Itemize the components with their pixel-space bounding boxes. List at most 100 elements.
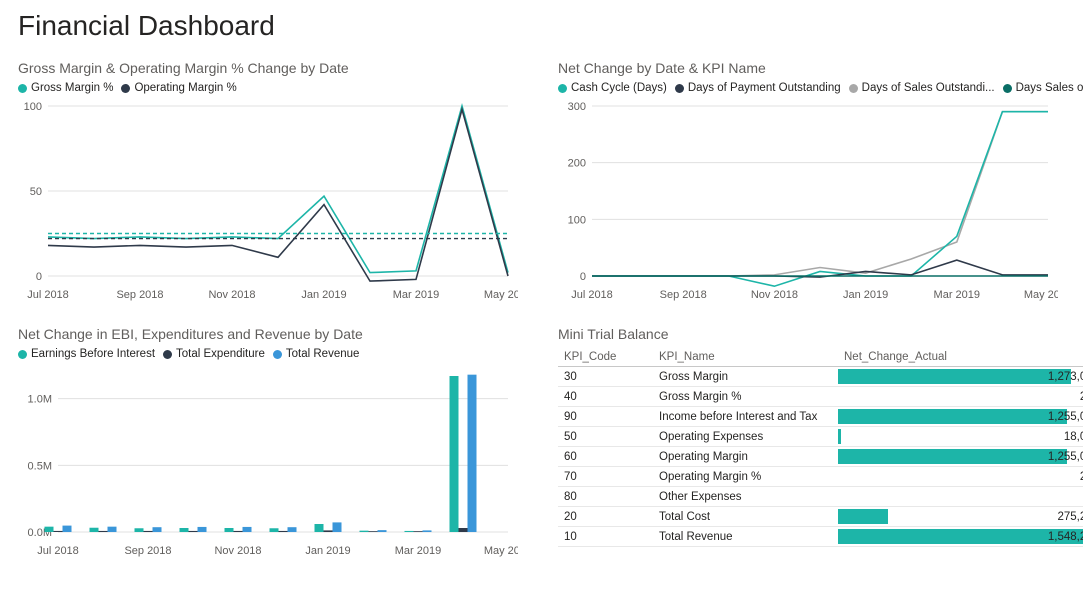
mtb-cell-code: 10 bbox=[558, 527, 653, 547]
table-row[interactable]: 20Total Cost275,258.80 bbox=[558, 507, 1083, 527]
chart1-legend: Gross Margin % Operating Margin % bbox=[18, 82, 518, 94]
mtb-table[interactable]: KPI_CodeKPI_NameNet_Change_Actual 30Gros… bbox=[558, 348, 1083, 547]
mtb-column-header[interactable]: KPI_Name bbox=[653, 348, 838, 367]
table-row[interactable]: 70Operating Margin %230.17 bbox=[558, 467, 1083, 487]
panel-net-change-kpi: Net Change by Date & KPI Name Cash Cycle… bbox=[558, 60, 1083, 306]
legend-swatch-icon bbox=[273, 350, 282, 359]
legend-swatch-icon bbox=[1003, 84, 1012, 93]
legend-item[interactable]: Total Revenue bbox=[273, 348, 360, 360]
mtb-column-header[interactable]: Net_Change_Actual bbox=[838, 348, 1083, 367]
svg-text:Sep 2018: Sep 2018 bbox=[660, 289, 707, 301]
mtb-bar-fill bbox=[838, 429, 841, 444]
legend-item[interactable]: Total Expenditure bbox=[163, 348, 265, 360]
panel-gross-margin: Gross Margin & Operating Margin % Change… bbox=[18, 60, 518, 306]
mtb-bar-label: 1,255,016.30 bbox=[1048, 411, 1083, 423]
legend-swatch-icon bbox=[558, 84, 567, 93]
mtb-cell-bar: 1,548,285.10 bbox=[838, 527, 1083, 547]
legend-swatch-icon bbox=[18, 350, 27, 359]
svg-text:Jul 2018: Jul 2018 bbox=[37, 545, 79, 557]
legend-swatch-icon bbox=[849, 84, 858, 93]
mtb-cell-code: 30 bbox=[558, 367, 653, 387]
mtb-cell-name: Total Cost bbox=[653, 507, 838, 527]
chart2-svg[interactable]: 0100200300Jul 2018Sep 2018Nov 2018Jan 20… bbox=[558, 96, 1058, 306]
mtb-cell-bar: 18,000.00 bbox=[838, 427, 1083, 447]
mtb-cell-name: Operating Expenses bbox=[653, 427, 838, 447]
svg-text:Jan 2019: Jan 2019 bbox=[843, 289, 888, 301]
mtb-cell-bar: 10.00 bbox=[838, 487, 1083, 507]
mtb-bar-fill bbox=[838, 529, 1083, 544]
mtb-column-header[interactable]: KPI_Code bbox=[558, 348, 653, 367]
mtb-cell-name: Total Revenue bbox=[653, 527, 838, 547]
table-row[interactable]: 10Total Revenue 1,548,285.10 bbox=[558, 527, 1083, 547]
chart2-title: Net Change by Date & KPI Name bbox=[558, 60, 1083, 76]
mtb-cell-name: Operating Margin % bbox=[653, 467, 838, 487]
svg-text:50: 50 bbox=[30, 186, 42, 198]
svg-text:Jan 2019: Jan 2019 bbox=[305, 545, 350, 557]
svg-text:Jan 2019: Jan 2019 bbox=[301, 289, 346, 301]
legend-label: Operating Margin % bbox=[134, 82, 236, 94]
svg-text:Mar 2019: Mar 2019 bbox=[934, 289, 980, 301]
table-row[interactable]: 40Gross Margin %280.71 bbox=[558, 387, 1083, 407]
mtb-cell-bar: 275,258.80 bbox=[838, 507, 1083, 527]
svg-text:Nov 2018: Nov 2018 bbox=[214, 545, 261, 557]
legend-swatch-icon bbox=[675, 84, 684, 93]
mtb-bar-fill bbox=[838, 509, 888, 524]
panel-ebi: Net Change in EBI, Expenditures and Reve… bbox=[18, 326, 518, 562]
mtb-bar-label: 1,548,285.10 bbox=[1048, 531, 1083, 543]
legend-label: Cash Cycle (Days) bbox=[571, 82, 667, 94]
mtb-cell-name: Other Expenses bbox=[653, 487, 838, 507]
svg-text:Nov 2018: Nov 2018 bbox=[208, 289, 255, 301]
svg-text:May 2019: May 2019 bbox=[1024, 289, 1058, 301]
table-row[interactable]: 90Income before Interest and Tax 1,255,01… bbox=[558, 407, 1083, 427]
legend-label: Days of Sales Outstandi... bbox=[862, 82, 995, 94]
legend-item[interactable]: Gross Margin % bbox=[18, 82, 113, 94]
legend-item[interactable]: Days of Sales Outstandi... bbox=[849, 82, 995, 94]
chart3-svg[interactable]: 0.0M0.5M1.0MJul 2018Sep 2018Nov 2018Jan … bbox=[18, 362, 518, 562]
legend-label: Earnings Before Interest bbox=[31, 348, 155, 360]
svg-text:Jul 2018: Jul 2018 bbox=[571, 289, 613, 301]
mtb-cell-bar: 1,255,016.30 bbox=[838, 407, 1083, 427]
legend-swatch-icon bbox=[163, 350, 172, 359]
table-row[interactable]: 50Operating Expenses18,000.00 bbox=[558, 427, 1083, 447]
legend-item[interactable]: Days Sales of Inve... bbox=[1003, 82, 1083, 94]
mtb-bar-label: 1,273,026.30 bbox=[1048, 371, 1083, 383]
mtb-cell-code: 50 bbox=[558, 427, 653, 447]
svg-text:300: 300 bbox=[568, 101, 586, 113]
mtb-cell-bar: 1,273,026.30 bbox=[838, 367, 1083, 387]
svg-text:100: 100 bbox=[24, 101, 42, 113]
mtb-cell-code: 40 bbox=[558, 387, 653, 407]
mtb-cell-name: Gross Margin % bbox=[653, 387, 838, 407]
table-row[interactable]: 60Operating Margin1,255,026.30 bbox=[558, 447, 1083, 467]
svg-text:Mar 2019: Mar 2019 bbox=[393, 289, 439, 301]
svg-text:0: 0 bbox=[36, 271, 42, 283]
legend-label: Total Expenditure bbox=[176, 348, 265, 360]
mtb-bar-fill bbox=[838, 449, 1067, 464]
mtb-bar-fill bbox=[838, 409, 1067, 424]
mtb-bar-label: 1,255,026.30 bbox=[1048, 451, 1083, 463]
svg-text:0: 0 bbox=[580, 271, 586, 283]
mtb-cell-name: Income before Interest and Tax bbox=[653, 407, 838, 427]
legend-label: Total Revenue bbox=[286, 348, 360, 360]
legend-item[interactable]: Operating Margin % bbox=[121, 82, 236, 94]
legend-item[interactable]: Cash Cycle (Days) bbox=[558, 82, 667, 94]
svg-text:May 2019: May 2019 bbox=[484, 545, 518, 557]
svg-text:Nov 2018: Nov 2018 bbox=[751, 289, 798, 301]
mtb-bar-label: 275,258.80 bbox=[1058, 511, 1083, 523]
legend-swatch-icon bbox=[18, 84, 27, 93]
legend-item[interactable]: Earnings Before Interest bbox=[18, 348, 155, 360]
mtb-bar-fill bbox=[838, 369, 1071, 384]
legend-item[interactable]: Days of Payment Outstanding bbox=[675, 82, 841, 94]
mtb-cell-code: 70 bbox=[558, 467, 653, 487]
mtb-cell-code: 90 bbox=[558, 407, 653, 427]
table-row[interactable]: 80Other Expenses10.00 bbox=[558, 487, 1083, 507]
svg-text:Jul 2018: Jul 2018 bbox=[27, 289, 69, 301]
mtb-cell-bar: 1,255,026.30 bbox=[838, 447, 1083, 467]
chart3-title: Net Change in EBI, Expenditures and Reve… bbox=[18, 326, 518, 342]
svg-text:Sep 2018: Sep 2018 bbox=[124, 545, 171, 557]
svg-text:0.5M: 0.5M bbox=[28, 460, 52, 472]
table-row[interactable]: 30Gross Margin1,273,026.30 bbox=[558, 367, 1083, 387]
panel-mini-trial-balance: Mini Trial Balance KPI_CodeKPI_NameNet_C… bbox=[558, 326, 1083, 562]
chart1-svg[interactable]: 050100Jul 2018Sep 2018Nov 2018Jan 2019Ma… bbox=[18, 96, 518, 306]
mtb-cell-code: 60 bbox=[558, 447, 653, 467]
svg-text:100: 100 bbox=[568, 214, 586, 226]
